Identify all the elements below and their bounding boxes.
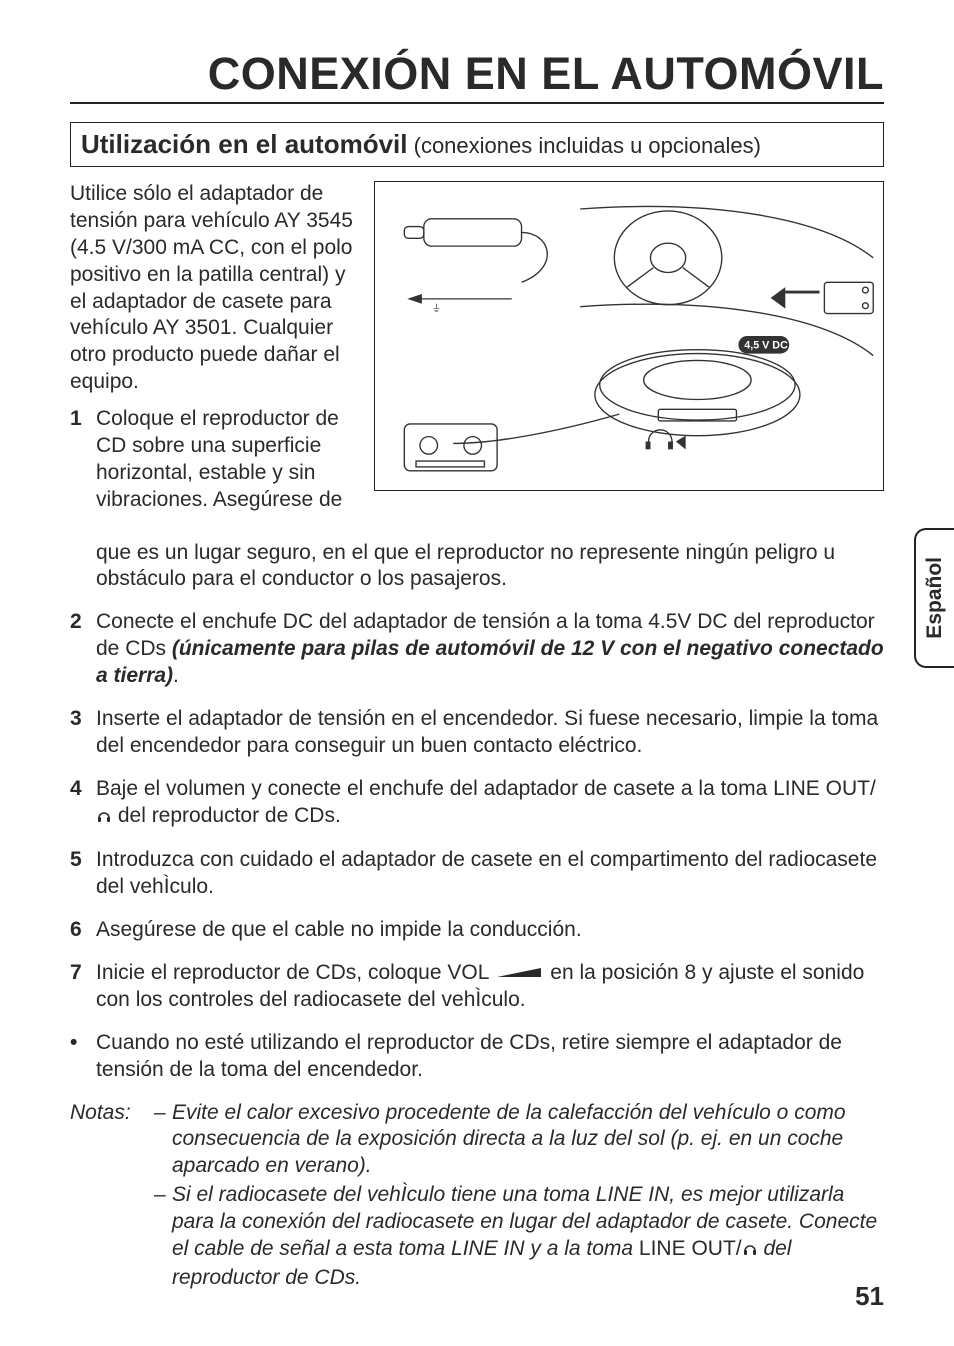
step-text: Inicie el reproductor de CDs, coloque VO…: [96, 960, 884, 1014]
notes-label: Notas:: [70, 1100, 154, 1294]
page-title: CONEXIÓN EN EL AUTOMÓVIL: [70, 48, 884, 100]
intro-col: Utilice sólo el adaptador de tensión par…: [70, 181, 360, 530]
note-1-text: Evite el calor excesivo procedente de la…: [172, 1100, 884, 1181]
steps-list: 1 Coloque el reproductor de CD sobre una…: [70, 406, 360, 514]
body: Utilice sólo el adaptador de tensión par…: [70, 181, 884, 1294]
step-number: 1: [70, 406, 96, 514]
language-tab: Español: [914, 528, 954, 668]
step-text: Conecte el enchufe DC del adaptador de t…: [96, 609, 884, 690]
svg-text:⏚: ⏚: [432, 303, 442, 315]
bullet-text: Cuando no esté utilizando el reproductor…: [96, 1030, 884, 1084]
step-2: 2 Conecte el enchufe DC del adaptador de…: [70, 609, 884, 690]
intro-row: Utilice sólo el adaptador de tensión par…: [70, 181, 884, 530]
page-number: 51: [855, 1281, 884, 1312]
step-4: 4 Baje el volumen y conecte el enchufe d…: [70, 776, 884, 832]
step-number: 3: [70, 706, 96, 760]
figure-svg: ⏚: [375, 182, 883, 490]
step-4-text: Baje el volumen y conecte el enchufe del…: [96, 777, 876, 800]
step-text: Baje el volumen y conecte el enchufe del…: [96, 776, 884, 832]
step-6: 6 Asegúrese de que el cable no impide la…: [70, 917, 884, 944]
step-4-suffix: del reproductor de CDs.: [112, 804, 341, 827]
step-number: 4: [70, 776, 96, 832]
step-2-suffix: .: [173, 664, 179, 687]
step-1-top: 1 Coloque el reproductor de CD sobre una…: [70, 406, 360, 514]
note-2: – Si el radiocasete del vehÌculo tiene u…: [154, 1182, 884, 1292]
step-text: Asegúrese de que el cable no impide la c…: [96, 917, 884, 944]
step-2-bold: (únicamente para pilas de automóvil de 1…: [96, 637, 884, 687]
notes-block: Notas: – Evite el calor excesivo procede…: [70, 1100, 884, 1294]
notes-items: – Evite el calor excesivo procedente de …: [154, 1100, 884, 1294]
section-heading-strong: Utilización en el automóvil: [81, 129, 408, 159]
page: CONEXIÓN EN EL AUTOMÓVIL Utilización en …: [0, 0, 954, 1346]
bullet-list: • Cuando no esté utilizando el reproduct…: [70, 1030, 884, 1084]
bullet-marker: •: [70, 1030, 96, 1084]
note-dash: –: [154, 1182, 172, 1292]
volume-wedge-icon: [497, 960, 541, 987]
step-5: 5 Introduzca con cuidado el adaptador de…: [70, 847, 884, 901]
step-7-text-a: Inicie el reproductor de CDs, coloque VO…: [96, 961, 494, 984]
intro-text: Utilice sólo el adaptador de tensión par…: [70, 181, 360, 396]
step-3: 3 Inserte el adaptador de tensión en el …: [70, 706, 884, 760]
step-text: Inserte el adaptador de tensión en el en…: [96, 706, 884, 760]
note-1: – Evite el calor excesivo procedente de …: [154, 1100, 884, 1181]
step-number: 5: [70, 847, 96, 901]
step-number: 7: [70, 960, 96, 1014]
car-connection-figure: ⏚: [374, 181, 884, 491]
headphones-icon: [742, 1238, 758, 1265]
figure-voltage-label: 4,5 V DC: [744, 340, 788, 352]
section-heading: Utilización en el automóvil (conexiones …: [70, 122, 884, 167]
note-2-upright: LINE OUT/: [639, 1237, 742, 1260]
section-heading-light: (conexiones incluidas u opcionales): [408, 133, 761, 158]
step-7: 7 Inicie el reproductor de CDs, coloque …: [70, 960, 884, 1014]
step-text: Introduzca con cuidado el adaptador de c…: [96, 847, 884, 901]
bullet-item: • Cuando no esté utilizando el reproduct…: [70, 1030, 884, 1084]
headphones-icon: [96, 805, 112, 832]
language-tab-label: Español: [923, 557, 947, 639]
title-rule: CONEXIÓN EN EL AUTOMÓVIL: [70, 48, 884, 104]
steps-list-rest: 2 Conecte el enchufe DC del adaptador de…: [70, 609, 884, 1014]
note-dash: –: [154, 1100, 172, 1181]
step-number: 2: [70, 609, 96, 690]
step-number: 6: [70, 917, 96, 944]
note-2-text: Si el radiocasete del vehÌculo tiene una…: [172, 1182, 884, 1292]
step-1-continuation: que es un lugar seguro, en el que el rep…: [70, 540, 884, 594]
step-text: Coloque el reproductor de CD sobre una s…: [96, 406, 360, 514]
